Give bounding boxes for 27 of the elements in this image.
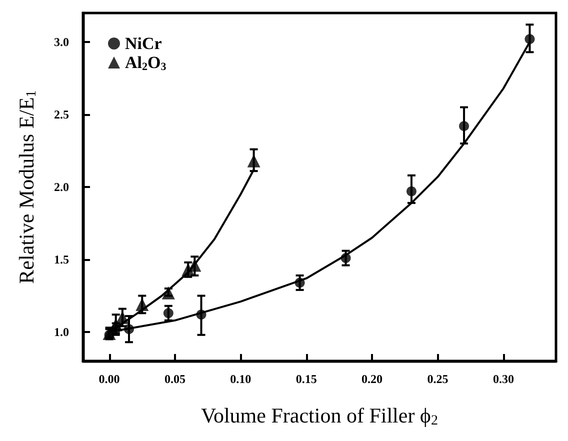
x-tick-label: 0.05 xyxy=(164,372,186,386)
y-axis-title: Relative Modulus E/E1 xyxy=(14,90,40,284)
x-tick-label: 0.15 xyxy=(296,372,317,386)
point xyxy=(406,186,416,196)
x-tick-label: 0.00 xyxy=(98,372,120,386)
point xyxy=(136,298,149,311)
legend-label: NiCr xyxy=(125,34,162,53)
x-tick-label: 0.10 xyxy=(230,372,252,386)
y-tick-label: 2.0 xyxy=(54,180,69,194)
point xyxy=(124,324,134,334)
point xyxy=(188,258,202,272)
y-tick-label: 2.5 xyxy=(54,108,69,122)
y-tick-label: 3.0 xyxy=(54,35,69,49)
x-tick-label: 0.20 xyxy=(362,372,383,386)
point xyxy=(163,308,174,318)
x-tick-label: 0.25 xyxy=(427,372,448,386)
point xyxy=(459,121,470,132)
point xyxy=(340,253,351,264)
point xyxy=(294,278,305,288)
point xyxy=(196,310,206,320)
y-tick-label: 1.5 xyxy=(54,252,69,266)
point xyxy=(116,311,129,324)
point xyxy=(162,286,175,300)
x-tick-label: 0.30 xyxy=(492,372,514,386)
y-tick-label: 1.0 xyxy=(54,325,69,339)
point xyxy=(524,34,535,44)
point xyxy=(247,154,260,168)
